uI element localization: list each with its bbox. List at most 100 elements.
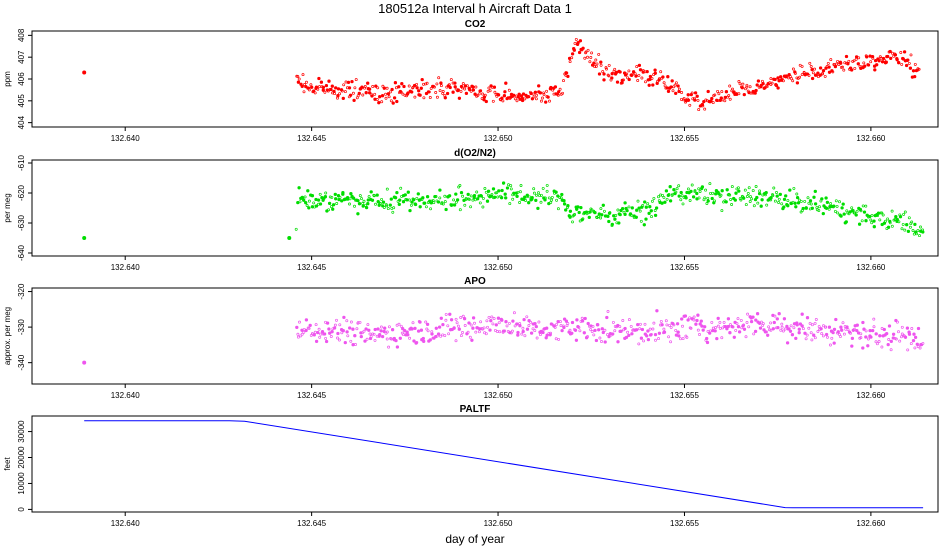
data-point	[326, 89, 330, 93]
data-point	[594, 338, 599, 343]
data-point	[739, 318, 743, 322]
data-point	[741, 82, 745, 86]
data-point	[533, 322, 537, 326]
data-point	[583, 56, 587, 60]
data-point	[873, 58, 878, 63]
data-point	[342, 315, 346, 320]
data-point	[410, 200, 414, 204]
data-point	[557, 90, 561, 94]
data-point	[338, 195, 342, 199]
data-point	[819, 327, 823, 331]
data-point	[786, 199, 790, 203]
data-point	[668, 323, 671, 327]
data-point	[674, 91, 678, 96]
data-point	[538, 194, 542, 198]
data-point	[831, 70, 835, 74]
data-point	[387, 345, 391, 349]
data-point	[742, 196, 746, 200]
data-point	[491, 322, 495, 326]
data-point	[481, 196, 485, 200]
data-point	[665, 197, 669, 201]
data-point	[868, 328, 872, 333]
data-point	[637, 63, 642, 68]
data-point	[571, 220, 574, 224]
data-point	[807, 201, 811, 205]
data-point	[302, 198, 306, 202]
data-point	[505, 324, 509, 328]
data-point	[454, 317, 458, 321]
data-point	[797, 198, 801, 202]
data-point	[489, 319, 493, 323]
data-point	[827, 325, 832, 329]
data-point	[638, 322, 642, 326]
data-point	[469, 89, 473, 93]
data-point	[816, 71, 820, 75]
data-point	[831, 330, 835, 335]
data-point	[736, 325, 741, 329]
data-point	[316, 198, 321, 202]
data-point	[907, 61, 911, 65]
data-point	[331, 207, 335, 211]
data-point	[648, 327, 652, 331]
data-point	[729, 198, 733, 201]
data-point	[910, 220, 914, 224]
data-point	[872, 219, 876, 223]
data-point	[467, 321, 471, 325]
data-point	[549, 331, 553, 335]
data-point	[390, 87, 394, 92]
data-point	[780, 202, 784, 206]
data-point	[562, 199, 566, 203]
data-point	[461, 331, 464, 334]
data-point	[507, 88, 511, 92]
data-point	[435, 334, 439, 338]
data-point	[449, 318, 454, 322]
data-point	[373, 92, 377, 96]
data-point	[564, 208, 568, 212]
data-point	[415, 86, 419, 90]
data-point	[459, 190, 464, 195]
data-point	[525, 327, 530, 331]
data-point	[387, 95, 391, 99]
data-point	[522, 317, 526, 322]
data-point	[490, 315, 494, 319]
data-point	[566, 204, 570, 208]
data-point	[680, 91, 684, 94]
data-point	[885, 331, 889, 336]
data-point	[728, 323, 732, 327]
data-point	[627, 333, 631, 338]
data-point	[648, 205, 652, 209]
data-point	[479, 89, 483, 93]
data-point	[657, 195, 660, 199]
data-point	[584, 50, 588, 54]
data-point	[861, 204, 865, 208]
data-point	[534, 324, 538, 329]
data-point	[718, 326, 722, 330]
data-point	[894, 337, 898, 341]
data-point	[314, 323, 318, 327]
data-point	[681, 98, 685, 102]
data-point	[716, 316, 720, 321]
data-point	[644, 80, 647, 84]
data-point	[823, 74, 827, 78]
data-point	[643, 200, 647, 204]
data-point	[502, 94, 507, 98]
data-point	[640, 327, 645, 332]
data-point	[675, 187, 679, 191]
data-point	[516, 190, 520, 194]
y-tick-label: 406	[17, 72, 26, 86]
data-point	[409, 203, 413, 207]
data-point	[864, 219, 868, 223]
data-point	[600, 327, 604, 331]
data-point	[909, 342, 913, 346]
data-point	[826, 335, 829, 339]
y-tick-label: 407	[17, 50, 26, 64]
data-point	[818, 66, 823, 70]
data-point	[599, 207, 603, 211]
data-point	[681, 202, 685, 206]
data-point	[307, 326, 311, 330]
data-point	[434, 91, 438, 94]
data-point	[889, 56, 893, 61]
data-point	[512, 311, 516, 315]
data-point	[853, 211, 857, 215]
data-point	[760, 320, 763, 324]
